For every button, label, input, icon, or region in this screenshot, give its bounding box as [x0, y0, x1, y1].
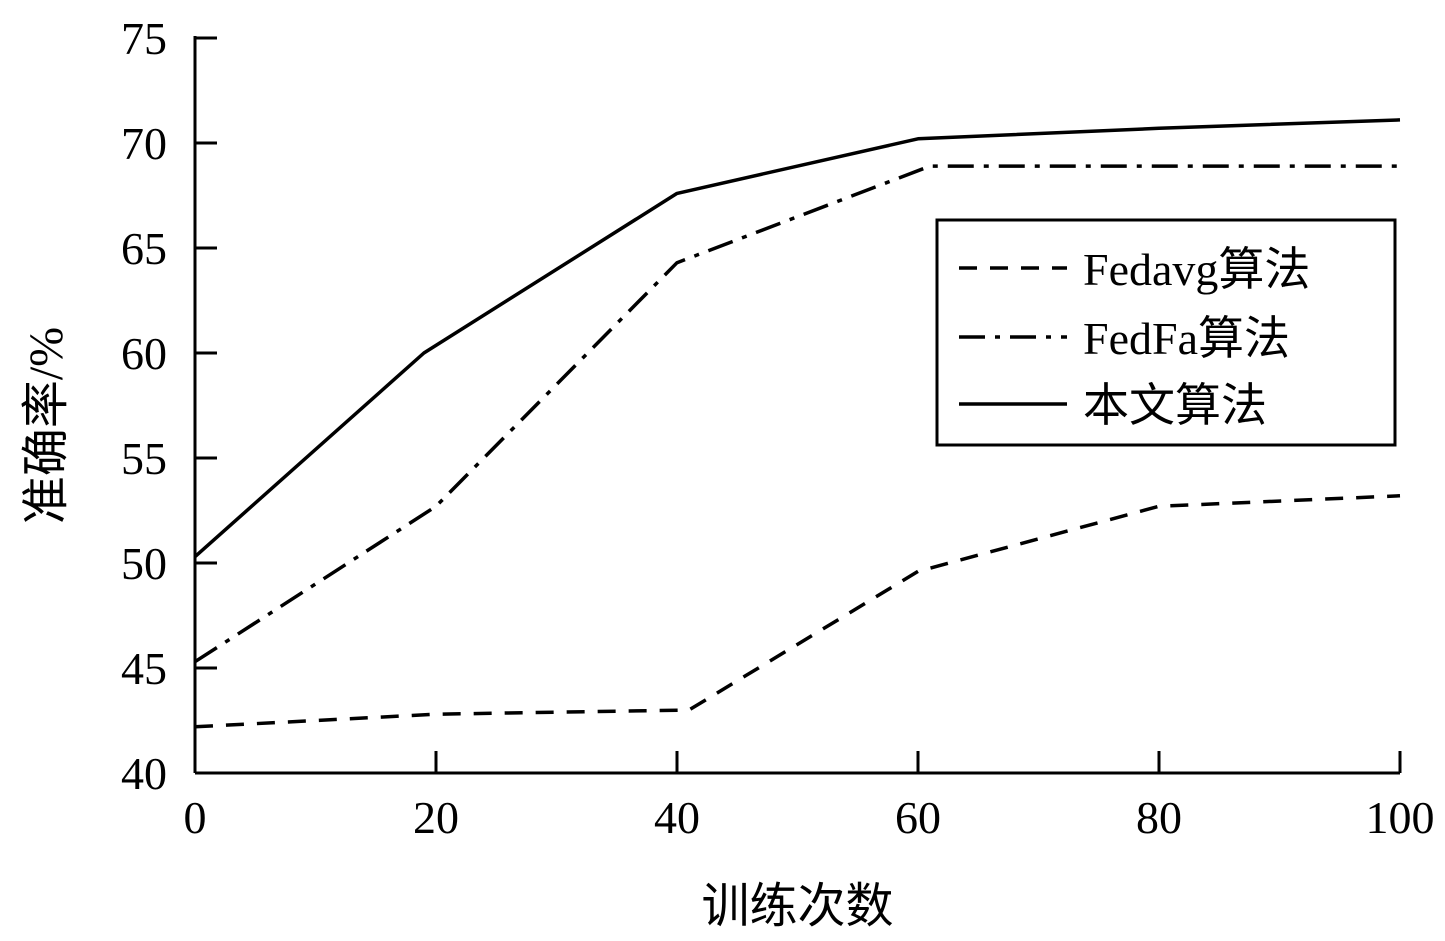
series-line-3	[193, 118, 1401, 559]
x-axis-title: 训练次数	[701, 880, 893, 933]
y-tick-label: 45	[121, 643, 167, 694]
legend-label-2: FedFa算法	[1083, 313, 1290, 364]
y-tick-label: 65	[121, 223, 167, 274]
x-tick-label: 60	[895, 792, 941, 843]
y-tick-label: 55	[121, 433, 167, 484]
series-line-1	[194, 494, 1401, 729]
y-ticks: 40 45 50 55 60 65 70 75	[121, 13, 217, 799]
axes	[193, 36, 1400, 775]
x-tick-label: 100	[1366, 792, 1435, 843]
y-tick-label: 75	[121, 13, 167, 64]
x-tick-label: 40	[654, 792, 700, 843]
legend-label-1: Fedavg算法	[1083, 244, 1310, 295]
x-tick-label: 20	[413, 792, 459, 843]
x-ticks: 0 20 40 60 80 100	[184, 751, 1435, 843]
y-tick-label: 70	[121, 118, 167, 169]
legend-label-3: 本文算法	[1083, 380, 1267, 431]
x-tick-label: 80	[1136, 792, 1182, 843]
legend-box	[935, 218, 1397, 447]
y-tick-label: 40	[121, 748, 167, 799]
y-axis-title: 准确率/%	[20, 327, 73, 524]
x-tick-label: 0	[184, 792, 207, 843]
series-lines	[193, 118, 1401, 729]
y-tick-label: 60	[121, 328, 167, 379]
y-tick-label: 50	[121, 538, 167, 589]
